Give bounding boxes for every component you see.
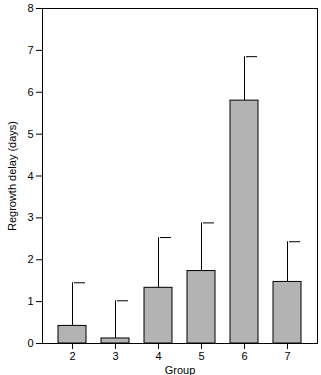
svg-text:5: 5 <box>27 128 33 140</box>
svg-text:4: 4 <box>27 170 33 182</box>
svg-text:Group: Group <box>165 364 196 375</box>
svg-text:8: 8 <box>27 2 33 14</box>
svg-text:Regrowth delay (days): Regrowth delay (days) <box>6 121 18 231</box>
svg-text:6: 6 <box>241 350 247 362</box>
svg-text:2: 2 <box>69 350 75 362</box>
svg-text:3: 3 <box>112 350 118 362</box>
svg-text:6: 6 <box>27 86 33 98</box>
svg-text:0: 0 <box>27 337 33 349</box>
svg-text:2: 2 <box>27 253 33 265</box>
svg-text:3: 3 <box>27 211 33 223</box>
svg-text:7: 7 <box>284 350 290 362</box>
svg-text:4: 4 <box>155 350 161 362</box>
svg-text:7: 7 <box>27 44 33 56</box>
svg-text:1: 1 <box>27 295 33 307</box>
svg-text:5: 5 <box>198 350 204 362</box>
